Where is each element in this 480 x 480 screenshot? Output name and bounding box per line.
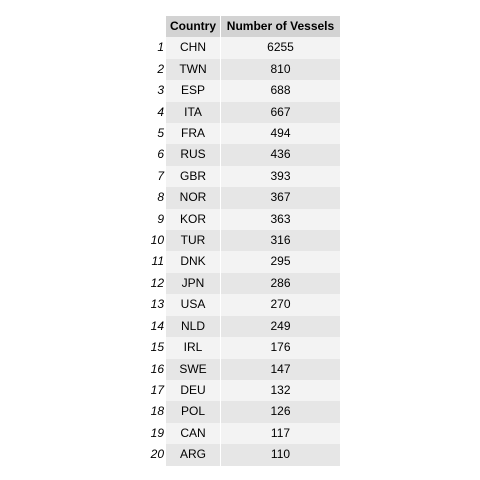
row-index-label: 5: [143, 123, 166, 145]
vessels-cell: 270: [220, 294, 340, 316]
table-row: 12 JPN 286: [143, 272, 340, 295]
index-column-header: [143, 16, 166, 38]
table-row: 4 ITA 667: [143, 101, 340, 124]
vessels-cell: 393: [220, 165, 340, 188]
row-index-label: 10: [143, 230, 166, 252]
country-cell: IRL: [166, 337, 221, 359]
row-index-label: 14: [143, 315, 166, 338]
table-row: 6 RUS 436: [143, 144, 340, 166]
table-row: 17 DEU 132: [143, 379, 340, 402]
row-index-label: 4: [143, 101, 166, 124]
country-cell: SWE: [166, 358, 221, 380]
country-column-header: Country: [166, 16, 221, 38]
vessels-cell: 363: [220, 208, 340, 231]
row-index-label: 11: [143, 251, 166, 273]
row-index-label: 15: [143, 337, 166, 359]
row-index-label: 12: [143, 272, 166, 295]
row-index-label: 6: [143, 144, 166, 166]
table-row: 9 KOR 363: [143, 208, 340, 231]
table-row: 5 FRA 494: [143, 123, 340, 145]
table-header: Country Number of Vessels: [143, 16, 340, 38]
table-row: 15 IRL 176: [143, 337, 340, 359]
country-cell: DNK: [166, 251, 221, 273]
country-cell: NLD: [166, 315, 221, 338]
header-row: Country Number of Vessels: [143, 16, 340, 38]
table-row: 2 TWN 810: [143, 58, 340, 81]
table-row: 16 SWE 147: [143, 358, 340, 380]
country-cell: USA: [166, 294, 221, 316]
row-index-label: 16: [143, 358, 166, 380]
table-row: 3 ESP 688: [143, 80, 340, 102]
country-cell: ESP: [166, 80, 221, 102]
table-row: 7 GBR 393: [143, 165, 340, 188]
table-row: 11 DNK 295: [143, 251, 340, 273]
vessels-cell: 286: [220, 272, 340, 295]
country-cell: KOR: [166, 208, 221, 231]
vessels-cell: 117: [220, 422, 340, 445]
country-cell: TUR: [166, 230, 221, 252]
row-index-label: 7: [143, 165, 166, 188]
country-cell: TWN: [166, 58, 221, 81]
table-row: 10 TUR 316: [143, 230, 340, 252]
vessels-table: Country Number of Vessels 1 CHN 6255 2 TWN 81…: [143, 16, 340, 466]
vessels-cell: 667: [220, 101, 340, 124]
row-index-label: 19: [143, 422, 166, 445]
vessels-cell: 176: [220, 337, 340, 359]
table-row: 19 CAN 117: [143, 422, 340, 445]
table-row: 13 USA 270: [143, 294, 340, 316]
vessels-cell: 494: [220, 123, 340, 145]
vessels-cell: 6255: [220, 37, 340, 59]
vessels-cell: 132: [220, 379, 340, 402]
row-index-label: 18: [143, 401, 166, 423]
country-cell: GBR: [166, 165, 221, 188]
row-index-label: 9: [143, 208, 166, 231]
vessels-cell: 316: [220, 230, 340, 252]
vessels-column-header: Number of Vessels: [220, 16, 340, 38]
table-row: 8 NOR 367: [143, 187, 340, 209]
table-body: 1 CHN 6255 2 TWN 810 3 ESP 688 4 ITA 667 5 FRA 494 6 RUS…: [143, 37, 340, 466]
vessels-cell: 110: [220, 444, 340, 466]
vessels-cell: 367: [220, 187, 340, 209]
row-index-label: 3: [143, 80, 166, 102]
country-cell: RUS: [166, 144, 221, 166]
table-row: 14 NLD 249: [143, 315, 340, 338]
country-cell: DEU: [166, 379, 221, 402]
country-cell: ITA: [166, 101, 221, 124]
vessels-cell: 249: [220, 315, 340, 338]
country-cell: FRA: [166, 123, 221, 145]
table-row: 18 POL 126: [143, 401, 340, 423]
row-index-label: 2: [143, 58, 166, 81]
vessels-cell: 688: [220, 80, 340, 102]
country-cell: ARG: [166, 444, 221, 466]
vessels-cell: 147: [220, 358, 340, 380]
country-cell: JPN: [166, 272, 221, 295]
vessels-cell: 126: [220, 401, 340, 423]
row-index-label: 8: [143, 187, 166, 209]
country-cell: CHN: [166, 37, 221, 59]
row-index-label: 1: [143, 37, 166, 59]
country-cell: NOR: [166, 187, 221, 209]
row-index-label: 20: [143, 444, 166, 466]
vessels-cell: 810: [220, 58, 340, 81]
table-row: 1 CHN 6255: [143, 37, 340, 59]
row-index-label: 13: [143, 294, 166, 316]
vessels-cell: 295: [220, 251, 340, 273]
country-cell: POL: [166, 401, 221, 423]
country-cell: CAN: [166, 422, 221, 445]
vessels-cell: 436: [220, 144, 340, 166]
table-row: 20 ARG 110: [143, 444, 340, 466]
row-index-label: 17: [143, 379, 166, 402]
